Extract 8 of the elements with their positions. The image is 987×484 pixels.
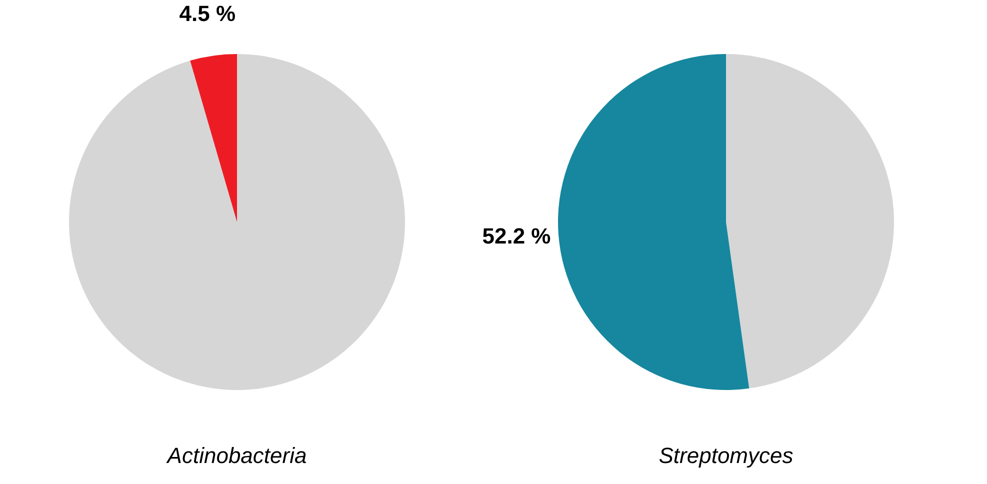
text: Actinobacteria <box>165 443 307 468</box>
pie-slice <box>558 54 750 390</box>
data-label: 4.5 % <box>179 1 236 26</box>
pie-slice <box>726 54 894 388</box>
pie-slice <box>69 54 405 390</box>
data-label: 52.2 % <box>482 224 551 249</box>
text: Streptomyces <box>658 443 794 468</box>
pie-slice <box>190 54 237 222</box>
